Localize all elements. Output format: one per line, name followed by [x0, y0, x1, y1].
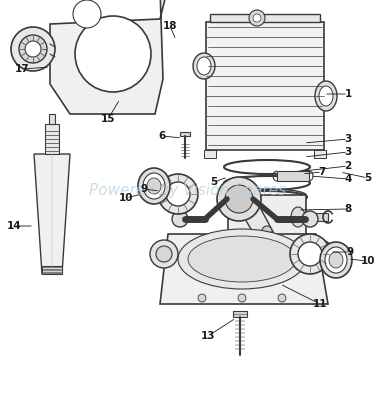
Polygon shape [228, 195, 306, 239]
Text: 6: 6 [158, 131, 166, 141]
Polygon shape [160, 234, 328, 304]
Circle shape [158, 174, 198, 214]
Text: Powered by Vision Spares: Powered by Vision Spares [89, 183, 287, 198]
Text: 18: 18 [163, 21, 177, 31]
Polygon shape [233, 311, 247, 317]
Circle shape [75, 16, 151, 92]
Circle shape [262, 226, 272, 236]
Circle shape [217, 177, 261, 221]
Text: 13: 13 [201, 331, 215, 341]
Ellipse shape [315, 81, 337, 111]
Text: 10: 10 [119, 193, 133, 203]
Ellipse shape [291, 207, 305, 227]
Circle shape [312, 246, 328, 262]
Text: 9: 9 [346, 247, 354, 257]
Ellipse shape [224, 176, 310, 190]
Text: 14: 14 [7, 221, 21, 231]
Ellipse shape [319, 86, 333, 106]
Ellipse shape [147, 178, 161, 194]
Ellipse shape [138, 168, 170, 204]
Ellipse shape [143, 173, 165, 199]
Circle shape [290, 234, 330, 274]
Circle shape [198, 294, 206, 302]
Circle shape [306, 240, 334, 268]
Circle shape [249, 10, 265, 26]
Circle shape [172, 211, 188, 227]
Ellipse shape [193, 53, 215, 79]
Ellipse shape [320, 242, 352, 278]
Text: 3: 3 [344, 134, 352, 144]
Circle shape [302, 211, 318, 227]
Bar [277, 171, 309, 181]
Text: 15: 15 [101, 114, 115, 124]
Text: 9: 9 [141, 184, 147, 194]
Bar [314, 150, 326, 158]
Text: 8: 8 [344, 204, 352, 214]
Ellipse shape [178, 229, 306, 289]
Bar [306, 213, 328, 221]
Text: 4: 4 [344, 174, 352, 184]
Text: 5: 5 [210, 177, 218, 187]
Bar [204, 150, 216, 158]
Circle shape [19, 35, 47, 63]
Text: 10: 10 [361, 256, 375, 266]
Circle shape [298, 242, 322, 266]
Circle shape [225, 185, 253, 213]
Text: 2: 2 [344, 161, 352, 171]
Ellipse shape [227, 191, 307, 203]
Polygon shape [50, 0, 165, 114]
Text: 1: 1 [344, 89, 352, 99]
Text: 5: 5 [365, 173, 372, 183]
Circle shape [166, 182, 190, 206]
Text: 7: 7 [318, 167, 326, 177]
Circle shape [150, 240, 178, 268]
Text: 3: 3 [344, 147, 352, 157]
Ellipse shape [197, 57, 211, 75]
Ellipse shape [188, 236, 296, 282]
Bar [49, 114, 55, 124]
Polygon shape [210, 14, 320, 22]
Polygon shape [227, 189, 277, 239]
Bar [45, 124, 59, 154]
Circle shape [156, 246, 172, 262]
Ellipse shape [224, 160, 310, 174]
Circle shape [11, 27, 55, 71]
Circle shape [253, 14, 261, 22]
Circle shape [238, 294, 246, 302]
Text: 17: 17 [15, 64, 29, 74]
Text: 11: 11 [313, 299, 327, 309]
Circle shape [278, 294, 286, 302]
Ellipse shape [329, 252, 343, 268]
Circle shape [25, 41, 41, 57]
Polygon shape [206, 22, 324, 150]
Ellipse shape [325, 247, 347, 273]
Bar [42, 266, 62, 274]
Circle shape [73, 0, 101, 28]
Polygon shape [34, 154, 70, 274]
Polygon shape [180, 132, 190, 136]
